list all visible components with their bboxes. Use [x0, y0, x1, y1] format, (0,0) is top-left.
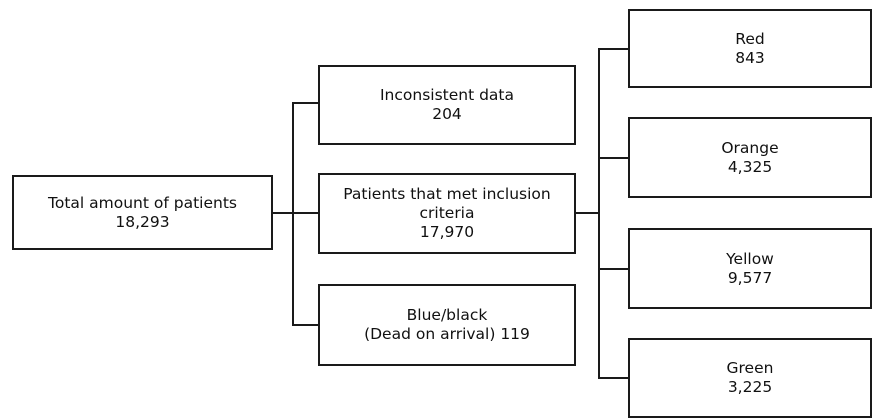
- inconsistent-data-box: Inconsistent data 204: [318, 65, 576, 145]
- connector-to-red: [598, 48, 630, 50]
- red-count: 843: [735, 48, 765, 67]
- dead-on-arrival-label-line2: (Dead on arrival) 119: [364, 325, 530, 343]
- trunk-vertical-left: [292, 102, 294, 326]
- total-label: Total amount of patients: [48, 193, 237, 212]
- orange-label: Orange: [721, 138, 779, 157]
- orange-count: 4,325: [727, 157, 773, 176]
- total-patients-box: Total amount of patients 18,293: [12, 175, 273, 250]
- connector-inclusion-to-trunk: [576, 212, 600, 214]
- trunk-vertical-right: [598, 48, 600, 379]
- dead-on-arrival-box: Blue/black (Dead on arrival) 119: [318, 284, 576, 366]
- green-count: 3,225: [727, 378, 773, 396]
- inconsistent-count: 204: [432, 105, 462, 123]
- red-label: Red: [735, 29, 765, 48]
- inconsistent-label: Inconsistent data: [379, 86, 515, 104]
- yellow-count: 9,577: [727, 268, 773, 287]
- inclusion-criteria-box: Patients that met inclusion criteria 17,…: [318, 173, 576, 254]
- total-count: 18,293: [115, 212, 170, 231]
- green-label: Green: [726, 359, 774, 377]
- connector-to-yellow: [598, 268, 630, 270]
- connector-total-to-trunk: [271, 212, 294, 214]
- inclusion-label-line2: criteria: [419, 204, 475, 222]
- dead-on-arrival-label-line1: Blue/black: [406, 306, 488, 324]
- connector-to-orange: [598, 157, 630, 159]
- connector-to-inclusion: [292, 212, 320, 214]
- inclusion-count: 17,970: [419, 223, 475, 241]
- yellow-label: Yellow: [726, 249, 774, 268]
- connector-to-inconsistent: [292, 102, 320, 104]
- category-yellow-box: Yellow 9,577: [628, 228, 872, 309]
- connector-to-dead-on-arrival: [292, 324, 320, 326]
- category-red-box: Red 843: [628, 9, 872, 88]
- inclusion-label-line1: Patients that met inclusion: [343, 185, 551, 203]
- category-green-box: Green 3,225: [628, 338, 872, 418]
- connector-to-green: [598, 377, 630, 379]
- category-orange-box: Orange 4,325: [628, 117, 872, 198]
